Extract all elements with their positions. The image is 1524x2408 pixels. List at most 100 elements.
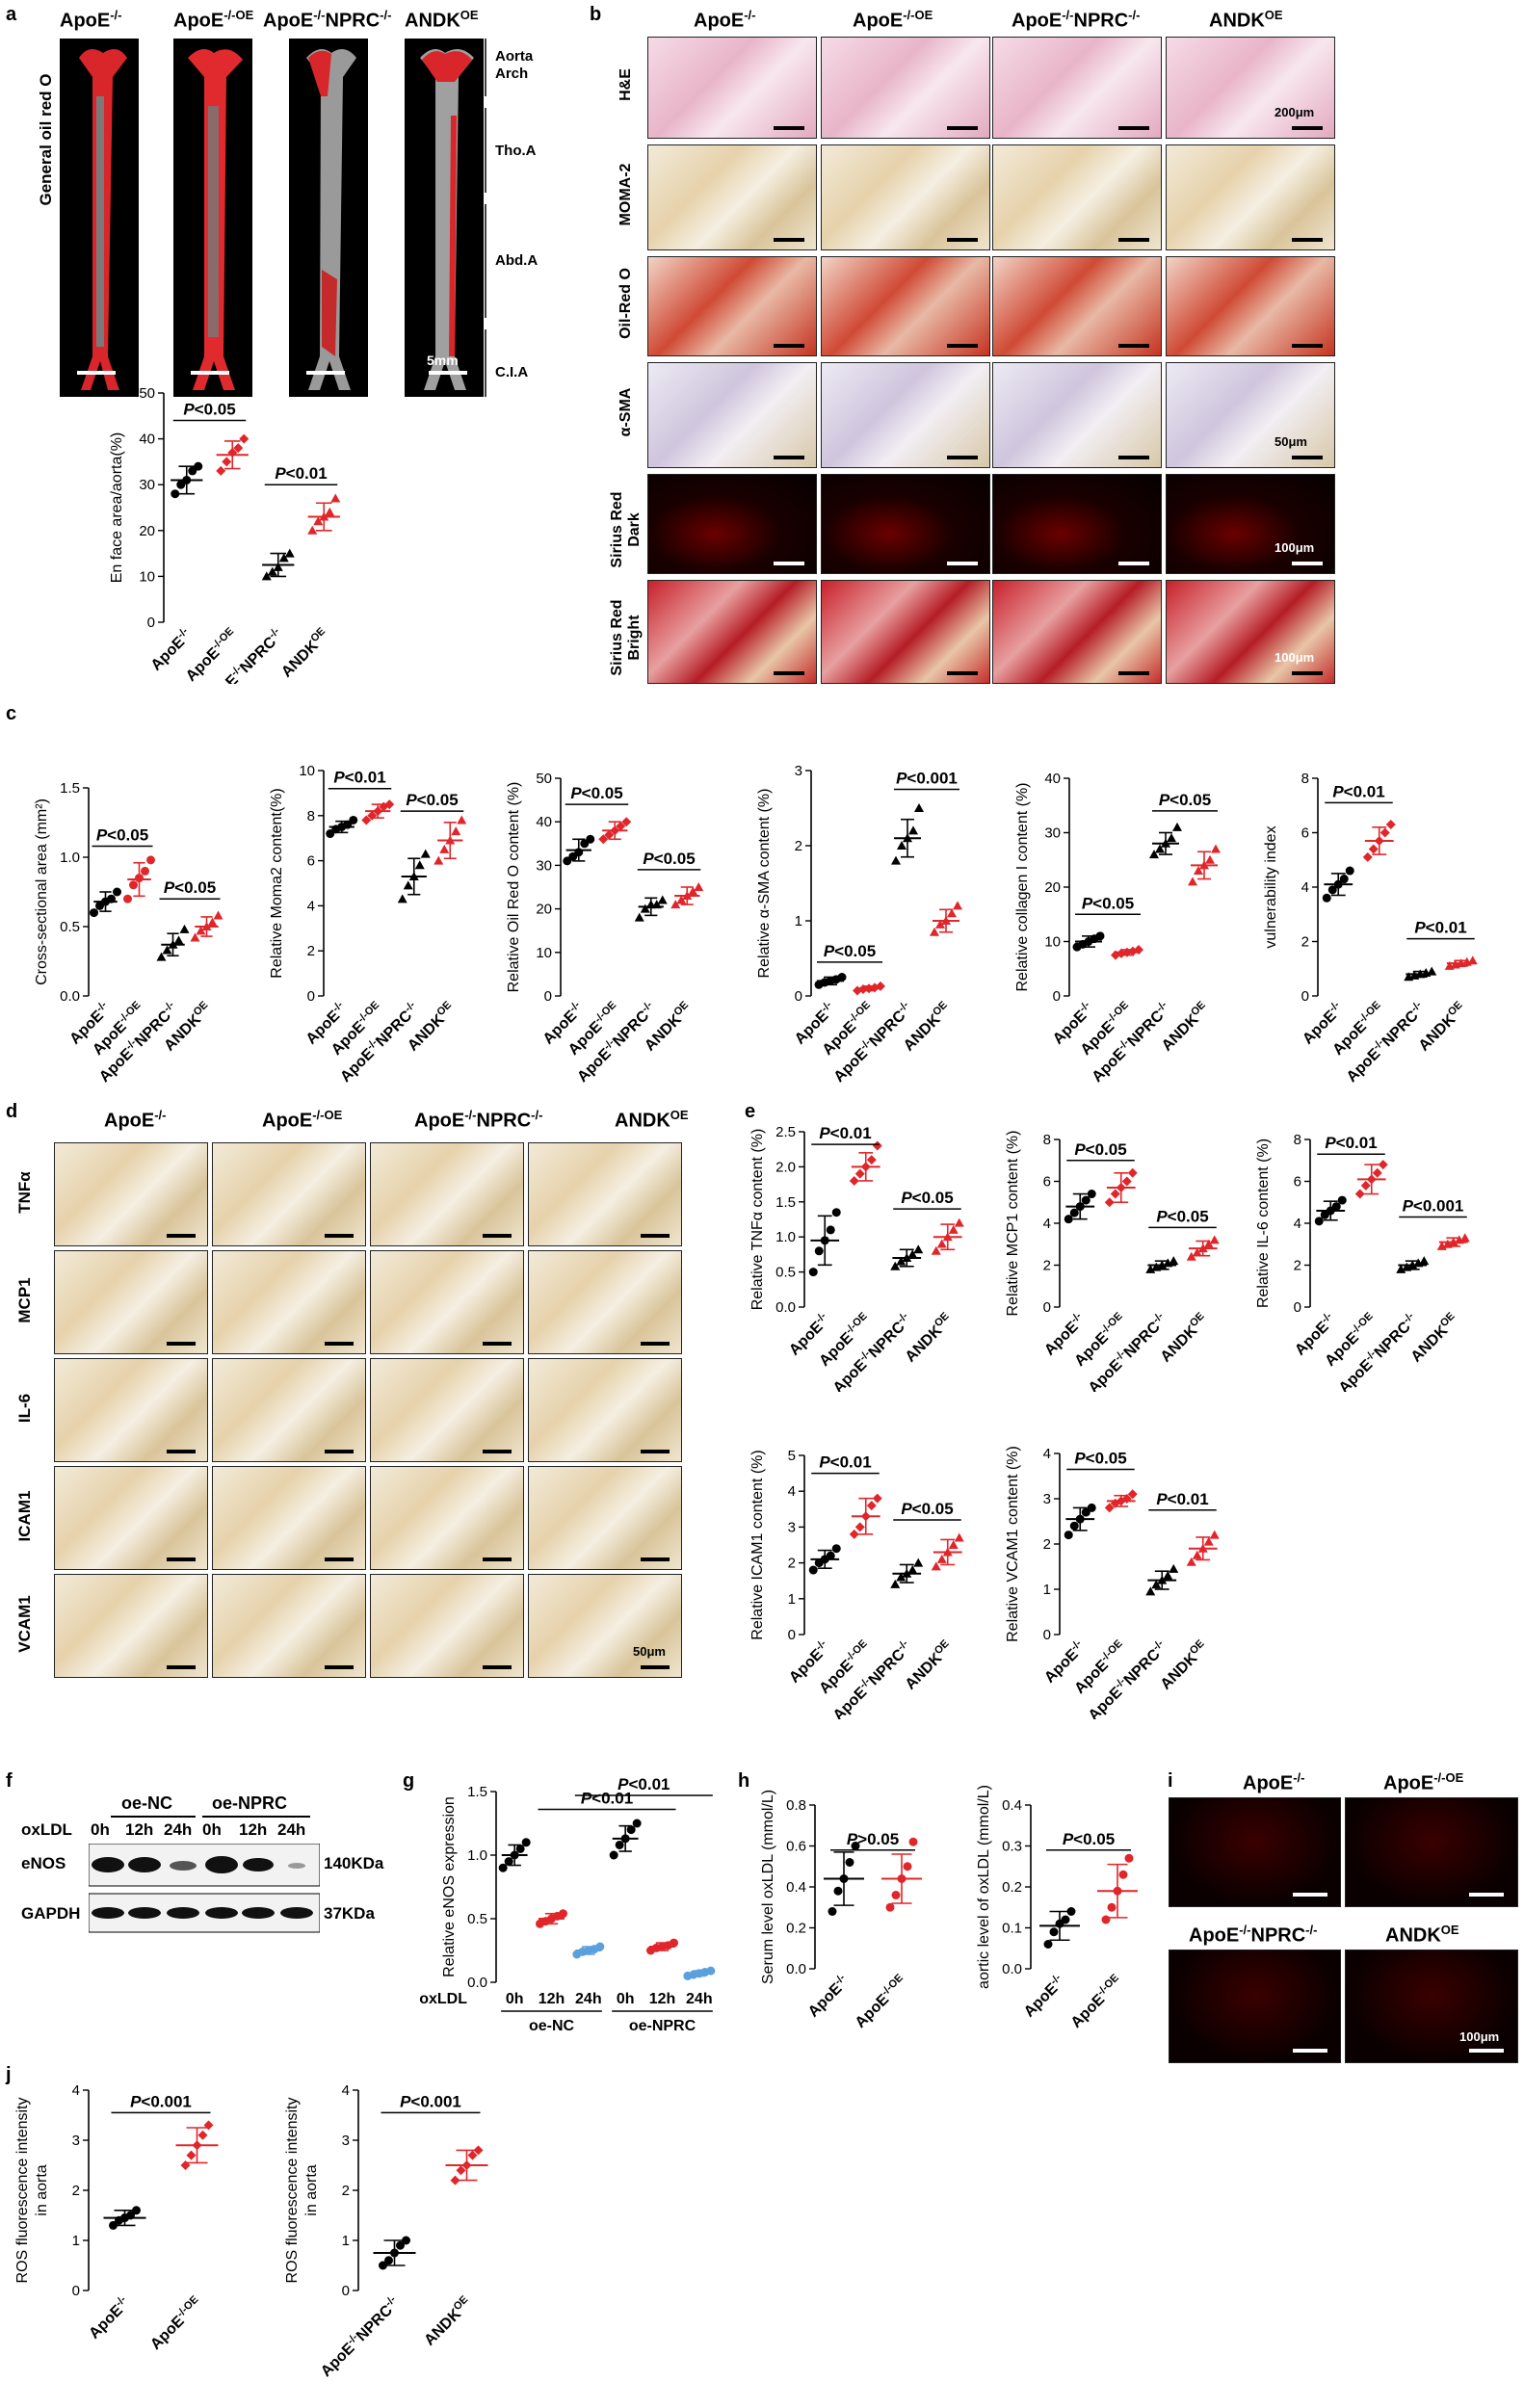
data-point bbox=[1366, 1174, 1377, 1185]
data-point bbox=[1172, 822, 1182, 831]
row-label: MCP1 bbox=[15, 1277, 34, 1323]
histology-image bbox=[992, 362, 1162, 468]
data-point bbox=[349, 815, 358, 824]
y-tick-label: 0 bbox=[1043, 1299, 1051, 1316]
y-tick-label: 1 bbox=[342, 2233, 350, 2249]
row-label: IL-6 bbox=[15, 1393, 34, 1424]
data-point bbox=[173, 935, 184, 945]
ihc-image bbox=[212, 1574, 366, 1678]
y-axis-label: ROS fluorescence intensity bbox=[14, 2098, 31, 2284]
data-point bbox=[954, 1217, 964, 1227]
data-point bbox=[853, 985, 862, 996]
y-tick-label: 6 bbox=[307, 853, 315, 870]
y-axis-label: En face area/aorta(%) bbox=[109, 432, 125, 584]
group-header: ApoE-/-NPRC-/- bbox=[1012, 8, 1141, 32]
y-tick-label: 1 bbox=[795, 913, 802, 929]
chart-e1: 0.0 0.5 1.0 1.5 2.0 2.5 Relative TNFα content … bbox=[749, 1124, 964, 1392]
scale-bar bbox=[947, 671, 978, 675]
data-point bbox=[897, 1874, 907, 1883]
data-point bbox=[651, 900, 662, 909]
significance-label: P<0.001 bbox=[130, 2092, 192, 2110]
data-point bbox=[914, 803, 924, 812]
y-axis-label: in aorta bbox=[303, 2164, 320, 2215]
x-tick-label: 24h bbox=[686, 1991, 713, 2007]
y-axis-label: ROS fluorescence intensity bbox=[284, 2098, 301, 2284]
row-label: MOMA-2 bbox=[617, 163, 634, 226]
data-point bbox=[239, 433, 250, 444]
data-point bbox=[1128, 946, 1138, 956]
scale-label: 50μm bbox=[1274, 434, 1307, 449]
data-point bbox=[420, 849, 431, 858]
y-tick-label: 2 bbox=[1301, 934, 1309, 951]
ihc-image bbox=[54, 1466, 208, 1570]
data-point bbox=[1163, 1570, 1173, 1580]
y-tick-label: 6 bbox=[1043, 1174, 1051, 1191]
data-point bbox=[913, 1557, 924, 1567]
x-tick-label: ApoE-/- bbox=[85, 2293, 134, 2343]
y-tick-label: 6 bbox=[1301, 825, 1309, 842]
y-tick-label: 0.4 bbox=[1002, 1797, 1022, 1814]
data-point bbox=[1188, 877, 1197, 886]
y-tick-label: 4 bbox=[1294, 1216, 1301, 1232]
scale-bar bbox=[641, 1342, 670, 1346]
y-tick-label: 30 bbox=[1044, 825, 1061, 842]
data-point bbox=[156, 952, 167, 961]
y-tick-label: 0 bbox=[788, 1627, 796, 1643]
data-point bbox=[837, 973, 847, 982]
panel-label-g: g bbox=[403, 1770, 415, 1792]
group-header: ApoE-/- bbox=[104, 1108, 167, 1132]
scale-bar bbox=[429, 371, 467, 375]
data-point bbox=[833, 1886, 843, 1896]
significance-label: P<0.01 bbox=[1332, 782, 1384, 800]
x-tick-label: 0h bbox=[617, 1991, 635, 2007]
ihc-image bbox=[528, 1466, 682, 1570]
scale-bar bbox=[483, 1665, 512, 1669]
data-point bbox=[902, 1568, 912, 1578]
data-point bbox=[390, 2248, 399, 2258]
significance-label: P<0.01 bbox=[1414, 919, 1466, 937]
aorta-photo bbox=[405, 39, 484, 397]
data-point bbox=[1069, 1521, 1079, 1531]
data-point bbox=[610, 825, 620, 836]
data-point bbox=[162, 945, 172, 955]
data-point bbox=[1113, 1886, 1122, 1896]
histology-image bbox=[821, 580, 990, 684]
aorta-photo bbox=[60, 39, 139, 397]
y-tick-label: 0.0 bbox=[1002, 1961, 1022, 1977]
data-point bbox=[141, 866, 149, 876]
significance-label: P<0.05 bbox=[901, 1189, 953, 1207]
y-tick-label: 4 bbox=[307, 898, 315, 914]
y-tick-label: 50 bbox=[536, 771, 552, 787]
scale-bar bbox=[774, 562, 804, 565]
data-point bbox=[890, 1579, 901, 1588]
significance-label: P<0.05 bbox=[1074, 1449, 1126, 1467]
data-point bbox=[872, 1493, 882, 1504]
histology-image bbox=[821, 362, 990, 468]
data-point bbox=[598, 834, 609, 845]
y-tick-label: 2 bbox=[342, 2183, 350, 2199]
y-axis-label: Relative α-SMA content (%) bbox=[756, 789, 773, 979]
data-point bbox=[403, 880, 413, 890]
data-point bbox=[1339, 875, 1349, 884]
data-point bbox=[826, 1551, 835, 1560]
data-point bbox=[373, 806, 383, 817]
ihc-image bbox=[370, 1358, 524, 1462]
y-tick-label: 0 bbox=[72, 2283, 80, 2299]
scale-bar bbox=[1118, 456, 1149, 459]
data-point bbox=[1186, 1251, 1196, 1261]
scale-bar bbox=[483, 1450, 512, 1453]
significance-label: P<0.01 bbox=[819, 1453, 871, 1472]
data-point bbox=[1095, 931, 1105, 941]
data-point bbox=[439, 844, 450, 853]
data-point bbox=[632, 1819, 642, 1828]
data-point bbox=[1169, 1256, 1179, 1266]
ros-image bbox=[1345, 1797, 1518, 1907]
data-point bbox=[504, 1857, 513, 1867]
data-point bbox=[688, 886, 698, 896]
row-label: ICAM1 bbox=[15, 1490, 34, 1542]
data-point bbox=[1192, 1550, 1202, 1559]
y-tick-label: 0.0 bbox=[60, 988, 80, 1005]
